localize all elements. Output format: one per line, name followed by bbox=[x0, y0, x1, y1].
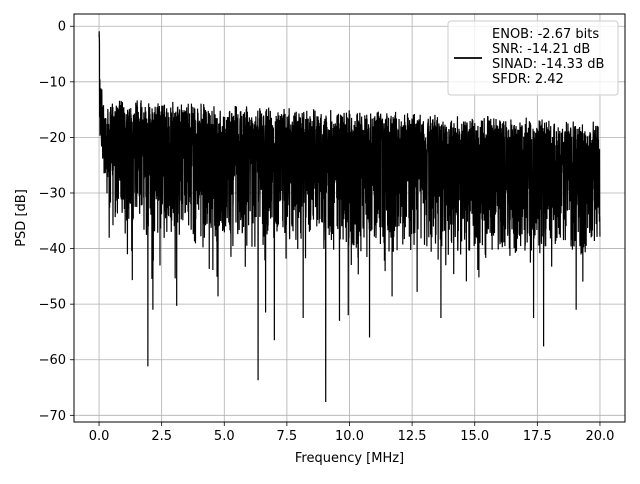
x-tick-label: 20.0 bbox=[585, 429, 614, 444]
legend-entry-sinad: SINAD: -14.33 dB bbox=[492, 57, 604, 72]
psd-series bbox=[98, 31, 601, 402]
y-tick-label: −50 bbox=[39, 298, 66, 313]
x-tick-label: 0.0 bbox=[89, 429, 110, 444]
x-axis-label: Frequency [MHz] bbox=[295, 451, 404, 466]
x-tick-label: 12.5 bbox=[398, 429, 427, 444]
x-tick-label: 7.5 bbox=[277, 429, 298, 444]
x-tick-label: 10.0 bbox=[335, 429, 364, 444]
legend: ENOB: -2.67 bits SNR: -14.21 dB SINAD: -… bbox=[447, 20, 619, 96]
y-tick-label: −70 bbox=[39, 409, 66, 424]
x-tick-label: 15.0 bbox=[460, 429, 489, 444]
legend-entry-snr: SNR: -14.21 dB bbox=[492, 42, 590, 57]
y-tick-label: −30 bbox=[39, 186, 66, 201]
y-tick-label: −60 bbox=[39, 353, 66, 368]
y-axis-label: PSD [dB] bbox=[14, 189, 29, 247]
y-tick-label: −40 bbox=[39, 242, 66, 257]
legend-entry-enob: ENOB: -2.67 bits bbox=[492, 27, 599, 42]
x-tick-label: 2.5 bbox=[151, 429, 172, 444]
y-tick-label: −20 bbox=[39, 131, 66, 146]
legend-entry-sfdr: SFDR: 2.42 bbox=[492, 72, 564, 87]
y-tick-label: −10 bbox=[39, 75, 66, 90]
psd-line bbox=[98, 31, 601, 402]
y-axis-ticks: 0 −10 −20 −30 −40 −50 −60 −70 bbox=[39, 20, 74, 424]
x-tick-label: 5.0 bbox=[214, 429, 235, 444]
legend-box bbox=[447, 20, 619, 96]
x-axis-ticks: 0.0 2.5 5.0 7.5 10.0 12.5 15.0 17.5 20.0 bbox=[89, 422, 614, 444]
y-tick-label: 0 bbox=[58, 20, 66, 35]
x-tick-label: 17.5 bbox=[523, 429, 552, 444]
